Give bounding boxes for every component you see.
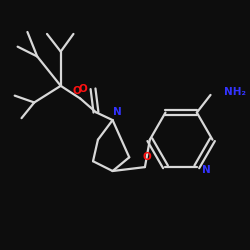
Text: O: O — [79, 84, 88, 94]
Text: N: N — [113, 107, 122, 117]
Text: O: O — [72, 86, 81, 96]
Text: O: O — [142, 152, 151, 162]
Text: N: N — [202, 165, 211, 175]
Text: NH₂: NH₂ — [224, 87, 246, 97]
